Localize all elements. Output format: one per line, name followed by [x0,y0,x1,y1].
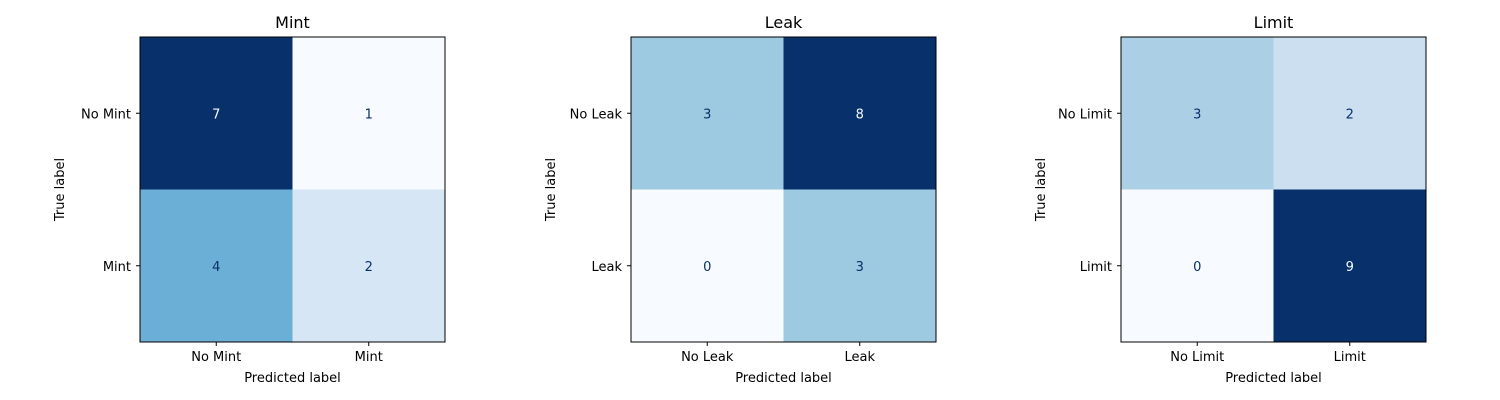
panel-3-ylabel: True label [1034,158,1049,222]
panel-2-cell-r1-c1 [783,189,936,342]
panel-2-ytick-label-0: No Leak [570,107,623,122]
panel-2-xlabel: Predicted label [735,371,832,386]
panel-3-ytick-label-0: No Limit [1058,107,1112,122]
panel-2-frame [630,36,937,343]
panel-3-xtick-label-1: Limit [1334,350,1366,365]
panel-1-cell-r0-c0 [140,37,293,190]
panel-2-cell-r0-c1 [783,37,936,190]
panel-3-cell-r1-c1 [1273,189,1426,342]
panel-1-ylabel: True label [53,158,68,222]
panel-2-value-r0-c0: 3 [703,107,711,122]
panel-3-xtick-label-0: No Limit [1170,350,1224,365]
panel-2-cell-r1-c0 [631,189,784,342]
panel-1-cell-r1-c1 [292,189,445,342]
panel-1-value-r1-c1: 2 [365,260,373,275]
panel-1-cell-r0-c1 [292,37,445,190]
panel-2-value-r1-c1: 3 [856,260,864,275]
panel-3-xlabel: Predicted label [1225,371,1322,386]
panel-3-frame [1120,36,1427,343]
panel-1-cell-r1-c0 [140,189,293,342]
panel-1-title: Mint [275,13,310,32]
panel-3-value-r1-c1: 9 [1346,260,1354,275]
panel-3-value-r1-c0: 0 [1193,260,1201,275]
panel-3-value-r0-c1: 2 [1346,107,1354,122]
panel-1-value-r1-c0: 4 [212,260,220,275]
panel-2-ylabel: True label [544,158,559,222]
panel-3-title: Limit [1254,13,1294,32]
panel-3-ytick-label-1: Limit [1080,260,1112,275]
panel-2-ytick-label-1: Leak [591,260,622,275]
panel-3-cell-r0-c0 [1121,37,1274,190]
panel-1-xlabel: Predicted label [244,371,341,386]
panel-1-xtick-label-1: Mint [355,350,383,365]
panel-1-value-r0-c1: 1 [365,107,373,122]
panel-2-xtick-label-0: No Leak [681,350,734,365]
panel-2-value-r0-c1: 8 [856,107,864,122]
panel-1-frame [139,36,446,343]
panel-2-cell-r0-c0 [631,37,784,190]
panel-3-cell-r1-c0 [1121,189,1274,342]
panel-1-ytick-label-0: No Mint [81,107,131,122]
panel-2-title: Leak [765,13,803,32]
panel-2-value-r1-c0: 0 [703,260,711,275]
panel-1-ytick-label-1: Mint [103,260,131,275]
panel-1-value-r0-c0: 7 [212,107,220,122]
panel-3-cell-r0-c1 [1273,37,1426,190]
panel-2-xtick-label-1: Leak [844,350,875,365]
panel-3-value-r0-c0: 3 [1193,107,1201,122]
panel-1-xtick-label-0: No Mint [191,350,241,365]
